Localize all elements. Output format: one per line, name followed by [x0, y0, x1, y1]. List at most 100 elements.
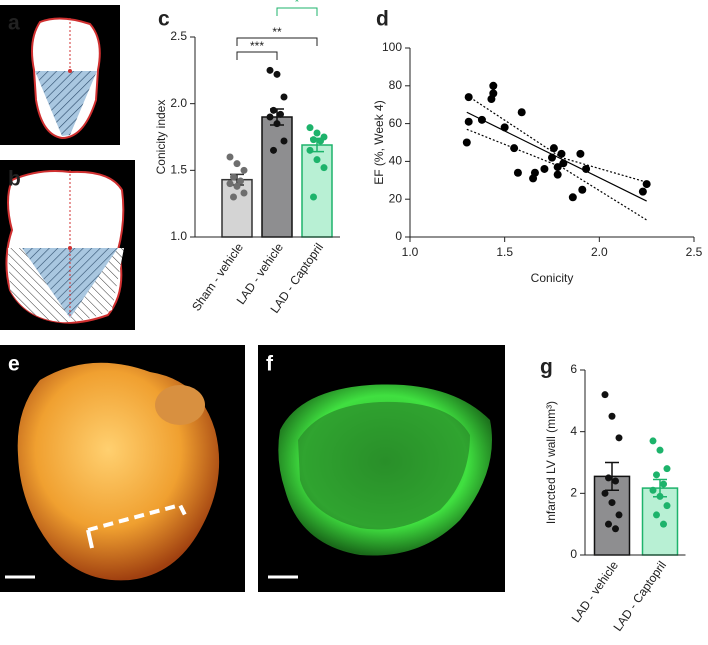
data-point	[489, 89, 498, 98]
data-point	[226, 153, 234, 161]
y-axis-label: Conicity index	[154, 100, 168, 175]
data-point	[653, 511, 660, 519]
data-point	[240, 166, 248, 174]
x-tick-label: LAD - Captopril	[611, 559, 670, 634]
y-tick-label: 100	[382, 40, 402, 54]
panel-label: c	[158, 8, 170, 31]
data-point	[601, 391, 609, 399]
data-point	[608, 412, 616, 420]
data-point	[277, 110, 284, 118]
panel-a-image	[0, 5, 120, 145]
data-point	[230, 173, 237, 181]
panel-f-image	[258, 345, 505, 592]
data-point	[310, 193, 317, 201]
data-point	[510, 144, 519, 153]
significance-label: **	[272, 25, 282, 39]
significance-bracket	[236, 37, 318, 46]
y-tick-label: 6	[570, 362, 577, 376]
data-point	[649, 437, 657, 445]
data-point	[513, 168, 522, 177]
significance-bracket	[236, 51, 278, 60]
y-axis-label: EF (%, Week 4)	[372, 100, 386, 184]
data-point	[656, 446, 664, 454]
data-point	[605, 520, 612, 528]
data-point	[270, 106, 277, 114]
x-tick-label: 1.5	[496, 245, 513, 259]
data-point	[540, 164, 549, 173]
data-point	[306, 124, 314, 132]
data-point	[649, 486, 657, 494]
data-point	[273, 120, 281, 128]
bar	[261, 116, 293, 238]
data-point	[310, 136, 317, 144]
data-point	[559, 159, 568, 168]
y-tick-label: 4	[570, 424, 577, 438]
data-point	[653, 471, 660, 479]
data-point	[530, 168, 539, 177]
data-point	[266, 66, 274, 74]
regression-line	[466, 111, 647, 202]
x-tick-label: 1.0	[402, 245, 419, 259]
data-point	[477, 115, 486, 124]
data-point	[226, 180, 234, 188]
data-point	[656, 492, 664, 500]
data-point	[601, 489, 609, 497]
data-point	[615, 511, 623, 519]
data-point	[612, 525, 619, 533]
x-tick-label: LAD - vehicle	[569, 558, 622, 625]
data-point	[638, 187, 647, 196]
data-point	[612, 477, 619, 485]
data-point	[273, 70, 281, 78]
data-point	[464, 117, 473, 126]
panel-label: a	[8, 12, 20, 35]
data-point	[557, 149, 566, 158]
data-point	[266, 113, 274, 121]
y-tick-label: 2	[570, 486, 577, 500]
data-point	[280, 93, 288, 101]
data-point	[320, 164, 328, 172]
y-tick-label: 0	[395, 229, 402, 243]
panel-label: f	[266, 353, 274, 376]
data-point	[549, 144, 558, 153]
significance-label: *	[295, 0, 300, 9]
data-point	[576, 149, 585, 158]
y-tick-label: 2.0	[170, 96, 187, 110]
data-point	[582, 164, 591, 173]
data-point	[663, 502, 671, 510]
y-tick-label: 1.0	[170, 229, 187, 243]
data-point	[605, 474, 612, 482]
data-point	[464, 93, 473, 102]
y-tick-label: 20	[389, 191, 403, 205]
error-bar	[605, 461, 619, 491]
y-tick-label: 60	[389, 116, 403, 130]
y-tick-label: 0	[570, 547, 577, 561]
data-point	[548, 153, 556, 162]
panel-label: g	[540, 356, 553, 379]
panel-b-image	[0, 160, 135, 330]
panel-label: e	[8, 353, 20, 376]
y-tick-label: 80	[389, 78, 403, 92]
data-point	[517, 108, 526, 117]
data-point	[240, 189, 248, 197]
data-point	[489, 81, 498, 90]
x-tick-label: 2.5	[686, 245, 703, 259]
data-point	[237, 177, 244, 185]
panel-e-image	[0, 345, 245, 592]
x-tick-label: 2.0	[591, 245, 608, 259]
panel-label: d	[376, 8, 389, 31]
data-point	[578, 185, 587, 194]
y-tick-label: 40	[389, 154, 403, 168]
data-point	[500, 123, 509, 132]
data-point	[660, 520, 667, 528]
data-point	[313, 129, 321, 137]
data-point	[233, 182, 241, 190]
y-tick-label: 1.5	[170, 163, 187, 177]
data-point	[306, 146, 314, 154]
data-point	[313, 156, 321, 164]
significance-label: ***	[250, 39, 264, 53]
data-point	[462, 138, 471, 147]
significance-bracket	[276, 7, 318, 16]
data-point	[553, 163, 562, 172]
data-point	[615, 434, 623, 442]
